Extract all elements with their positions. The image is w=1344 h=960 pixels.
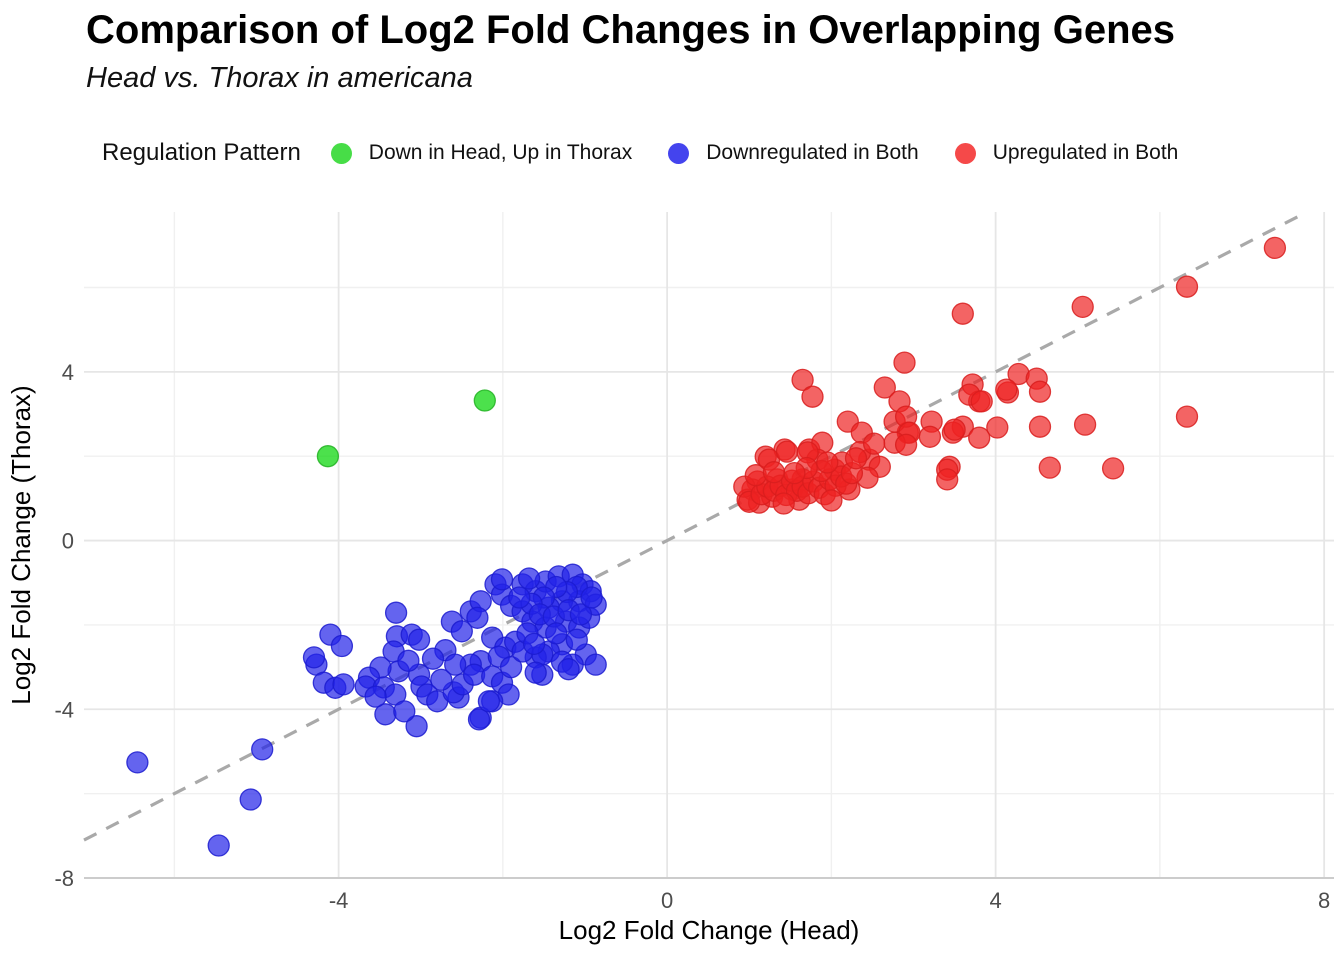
scatter-point [364,685,387,708]
scatter-point [893,351,916,374]
scatter-point [820,489,843,512]
scatter-point [1175,405,1199,428]
scatter-point [332,673,355,696]
x-tick-label: 0 [661,888,673,913]
scatter-point [239,788,262,811]
scatter-point [995,378,1018,401]
legend-item-label: Downregulated in Both [706,141,919,164]
scatter-point [450,620,473,643]
scatter-point [1101,457,1125,480]
grid-minor [84,212,1334,878]
scatter-point [584,653,607,676]
series-down-in-head-up-in-thorax [316,389,496,468]
scatter-point [968,426,991,449]
scatter-point [490,568,514,591]
scatter-point [1175,275,1199,298]
scatter-point [762,461,786,484]
scatter-point [970,390,993,413]
x-tick-label: 8 [1318,888,1330,913]
scatter-point [397,649,420,672]
y-tick-label: -8 [54,866,74,891]
scatter-point [918,425,942,448]
scatter-point [499,655,523,679]
series-downregulated-in-both [126,563,607,857]
x-tick-label: -4 [329,888,349,913]
y-tick-labels: -8 -4 0 4 [54,360,74,891]
scatter-point [783,461,806,485]
scatter-point [316,445,340,468]
scatter-point [580,586,603,609]
scatter-point [557,658,580,681]
scatter-point [801,385,824,408]
scatter-point [207,834,230,857]
legend-item-downregulated-both: Downregulated in Both [668,141,919,165]
scatter-point [744,464,767,487]
y-tick-label: -4 [54,697,74,722]
scatter-point [508,586,531,609]
scatter-point [775,440,799,463]
chart-subtitle: Head vs. Thorax in americana [86,62,473,94]
series-upregulated-in-both [733,236,1287,515]
scatter-point [1038,456,1061,479]
scatter-point [477,690,501,713]
scatter-point [1073,413,1097,436]
x-tick-label: 4 [990,888,1002,913]
scatter-point [873,376,896,399]
y-axis-title: Log2 Fold Change (Thorax) [6,385,36,704]
scatter-point [816,451,839,474]
scatter-point [407,628,431,651]
grid-major [84,212,1334,879]
scatter-point [862,432,886,455]
scatter-point [894,433,918,456]
identity-reference-line [83,210,1308,842]
scatter-point [444,653,467,676]
scatter-point [467,708,491,731]
chart-title: Comparison of Log2 Fold Changes in Overl… [86,8,1176,52]
scatter-point [405,715,428,738]
x-tick-labels: -4 0 4 8 [329,888,1330,913]
scatter-point [466,606,489,629]
scatter-point [421,647,445,670]
scatter-point [430,668,453,691]
scatter-point [791,368,814,392]
scatter-point [569,603,593,626]
scatter-point [393,700,416,723]
scatter-point [251,738,274,761]
legend-dot-green-icon [330,142,352,164]
scatter-point [1263,236,1287,260]
scatter-point [844,447,868,470]
scatter-point [545,622,568,645]
scatter-point [772,492,795,515]
legend-item-label: Down in Head, Up in Thorax [368,141,633,164]
legend-item-label: Upregulated in Both [992,141,1179,164]
scatter-point [524,661,547,684]
scatter-points [126,236,1287,857]
scatter-point [1071,295,1094,319]
x-axis-title: Log2 Fold Change (Head) [559,915,860,945]
legend-dot-red-icon [954,142,976,164]
scatter-point [986,416,1009,439]
scatter-point [943,418,966,441]
scatter-point [1028,415,1052,438]
y-tick-label: 4 [62,360,74,385]
legend-title: Regulation Pattern [102,139,301,166]
scatter-point [951,302,974,325]
scatter-point [302,646,326,669]
legend: Regulation Pattern Down in Head, Up in T… [102,132,1322,174]
scatter-point [936,468,959,491]
scatter-point [330,634,354,658]
scatter-point [565,628,588,651]
legend-dot-blue-icon [668,142,690,164]
legend-item-upregulated-both: Upregulated in Both [954,141,1179,165]
legend-item-down-head-up-thorax: Down in Head, Up in Thorax [330,141,633,165]
scatter-point [473,389,496,412]
scatter-point [126,751,149,774]
scatter-point [522,632,546,656]
scatter-point [384,601,408,624]
scatter-point [517,567,541,590]
scatter-point [1028,380,1052,403]
y-tick-label: 0 [62,529,74,554]
